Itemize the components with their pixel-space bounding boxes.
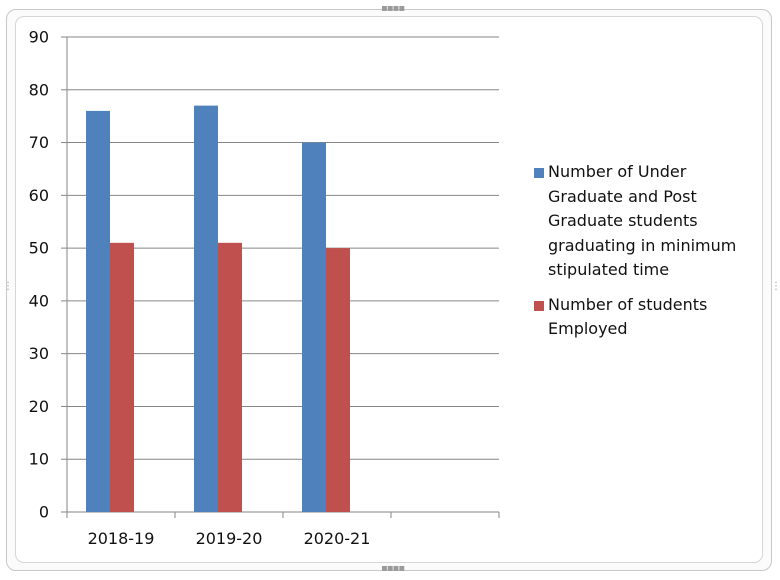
y-tick-label-0: 0 [39,503,49,522]
y-tick-label-30: 30 [29,344,49,363]
y-tick-label-20: 20 [29,397,49,416]
bar-series-1-2020-21 [302,142,326,513]
resize-handle-top[interactable]: ▪▪▪▪ [381,3,405,14]
resize-handle-bottom[interactable]: ▪▪▪▪ [381,563,405,574]
x-tick-label-2018-19: 2018-19 [88,529,155,548]
chart-area [15,16,763,563]
y-tick-label-50: 50 [29,239,49,258]
bar-series-2-2018-19 [110,242,134,513]
bar-series-1-2019-20 [194,105,218,512]
x-tick-label-2020-21: 2020-21 [304,529,371,548]
legend-item-series-1: Number of Under Graduate and Post Gradua… [530,160,760,283]
x-tick-label-2019-20: 2019-20 [196,529,263,548]
resize-handle-right[interactable]: ⋮ [771,281,780,292]
legend-swatch-series-1 [534,168,544,178]
legend-swatch-series-2 [534,300,544,311]
y-tick-label-80: 80 [29,80,49,99]
resize-handle-left[interactable]: ⋮ [3,281,13,292]
y-tick-label-70: 70 [29,133,49,152]
y-tick-label-10: 10 [29,450,49,469]
legend-label-series-1: Number of Under Graduate and Post Gradua… [548,162,737,279]
y-tick-label-90: 90 [29,28,49,47]
bar-series-2-2020-21 [326,248,350,512]
y-tick-label-60: 60 [29,186,49,205]
y-tick-label-40: 40 [29,291,49,310]
legend-item-series-2: Number of students Employed [530,293,760,342]
legend-label-series-2: Number of students Employed [548,294,708,339]
chart-legend: Number of Under Graduate and Post Gradua… [530,160,760,352]
bar-series-2-2019-20 [218,242,242,513]
bar-series-1-2018-19 [86,110,110,512]
